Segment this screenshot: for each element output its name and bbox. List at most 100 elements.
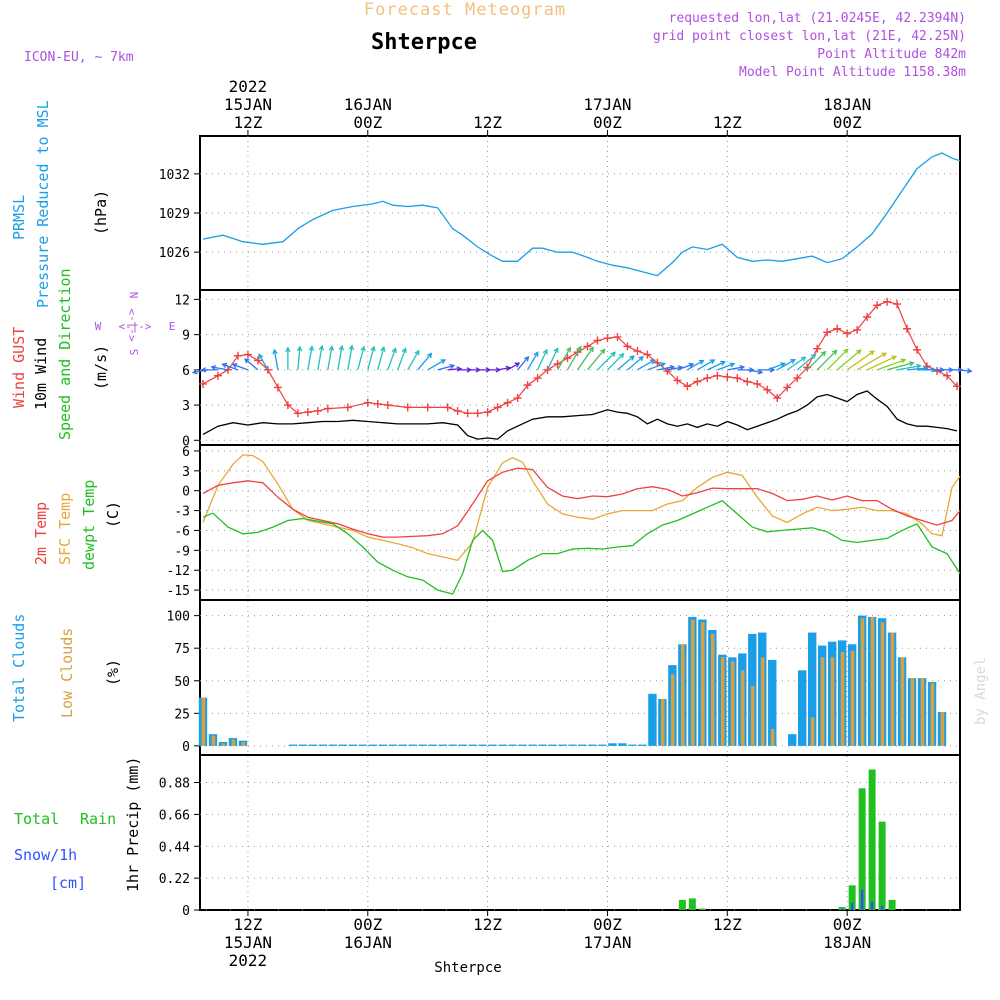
wind-arrow [836, 349, 862, 371]
ytick-label-temp: -15 [167, 584, 190, 599]
wind-arrow [816, 350, 837, 371]
top-tick-date: 16JAN [344, 95, 392, 114]
station-title: Shterpce [371, 30, 477, 55]
wind-arrow-head [900, 358, 907, 364]
ytick-label-temp: -6 [174, 524, 190, 539]
wind-arrow-head [258, 353, 264, 359]
total-cloud-bar [578, 744, 587, 746]
gust-marker [383, 401, 392, 410]
top-tick-time: 00Z [833, 113, 862, 132]
total-cloud-bar [318, 744, 328, 746]
wind-arrow-head [638, 355, 644, 362]
wind-arrow-head [426, 352, 433, 359]
gust-marker [613, 332, 622, 341]
wind-arrow [377, 347, 385, 371]
temperature-series [202, 454, 961, 595]
low-cloud-bar [221, 743, 226, 746]
gust-marker [513, 394, 522, 403]
gust-marker [753, 379, 762, 388]
wind-arrow [397, 348, 407, 371]
total-cloud-bar [528, 744, 537, 746]
ytick-label-precip: 0.66 [159, 808, 190, 823]
ytick-label-wind: 6 [182, 364, 190, 379]
wind-arrow-head [440, 359, 447, 365]
snow-bar [850, 902, 854, 910]
pressure-unit: (hPa) [92, 190, 110, 235]
wind-arrow [586, 349, 606, 371]
precip-label-total: Total [14, 810, 59, 828]
low-cloud-bar [850, 650, 855, 746]
wind-arrow-head [360, 345, 366, 352]
wind-arrow [776, 359, 796, 371]
gust-marker [623, 342, 632, 351]
total-cloud-bar [808, 632, 817, 746]
ytick-label-precip: 0.44 [159, 840, 190, 855]
precip-unit: 1hr Precip (mm) [124, 757, 142, 892]
bottom-tick-time: 00Z [833, 915, 862, 934]
low-cloud-bar [890, 632, 895, 746]
low-cloud-bar [680, 644, 685, 746]
top-tick-date: 17JAN [583, 95, 631, 114]
gust-marker [823, 328, 832, 337]
wind-arrow [297, 346, 301, 370]
total-cloud-bar [768, 659, 777, 746]
low-cloud-bar [840, 652, 845, 746]
wind-arrow-head [533, 351, 539, 357]
wind-arrow-head [318, 344, 325, 351]
gust-marker [493, 403, 502, 412]
wind-arrow-head [729, 362, 736, 368]
bottom-tick-time: 00Z [353, 915, 382, 934]
total-cloud-bar [378, 744, 387, 746]
low-cloud-bar [730, 661, 735, 746]
wind-arrow-head [698, 359, 705, 365]
total-cloud-bar [398, 744, 407, 746]
gust-marker [198, 379, 207, 388]
precip-bars [200, 769, 960, 911]
wind-arrow [447, 368, 461, 371]
total-cloud-bar [428, 744, 437, 746]
ytick-label-clouds: 0 [182, 740, 190, 755]
gust-marker [313, 406, 322, 415]
temp-unit: (C) [104, 501, 122, 528]
gust-marker [273, 383, 282, 392]
wind-arrow-head [449, 363, 456, 370]
total-cloud-bar [628, 744, 637, 746]
pressure-labels: PRMSL Pressure Reduced to MSL (hPa) [10, 100, 110, 308]
gust-marker [533, 374, 542, 383]
wind-labels: Wind GUST 10m Wind Speed and Direction (… [10, 268, 175, 440]
low-cloud-bar [690, 619, 695, 746]
wind-arrow [387, 348, 397, 371]
wind-arrow [273, 349, 279, 370]
ytick-label-temp: 6 [182, 445, 190, 460]
low-cloud-bar [930, 683, 935, 746]
wind-arrow [826, 348, 849, 371]
total-cloud-bar [438, 744, 447, 746]
total-cloud-bar [508, 744, 517, 746]
wind-arrow [417, 353, 432, 371]
wind-arrow-head [600, 348, 606, 355]
ytick-label-clouds: 100 [167, 610, 190, 625]
wind-arrow [786, 356, 806, 371]
wind-arrow-head [588, 346, 594, 353]
gust-marker [633, 347, 642, 356]
wind-arrow [222, 363, 239, 371]
total-cloud-bar [588, 744, 597, 746]
top-tick-time: 12Z [473, 113, 502, 132]
gust-marker [293, 409, 302, 418]
total-cloud-bar [538, 744, 547, 746]
bottom-tick-date: 15JAN [224, 933, 272, 952]
wind10m-line [202, 390, 958, 440]
low-cloud-bar [720, 657, 725, 746]
top-tick-time: 00Z [593, 113, 622, 132]
wind-arrow [497, 367, 511, 371]
rain-bar [878, 821, 886, 910]
wind-arrow [527, 351, 539, 371]
temperature-labels: 2m Temp SFC Temp dewpt Temp (C) [32, 480, 122, 570]
gust-marker [723, 372, 732, 381]
wind-arrow [697, 359, 715, 371]
ytick-label-temp: -12 [167, 564, 190, 579]
wind-arrow [647, 362, 666, 371]
gust-marker [783, 383, 792, 392]
gust-marker [953, 382, 962, 391]
ytick-label-precip: 0.88 [159, 777, 190, 792]
